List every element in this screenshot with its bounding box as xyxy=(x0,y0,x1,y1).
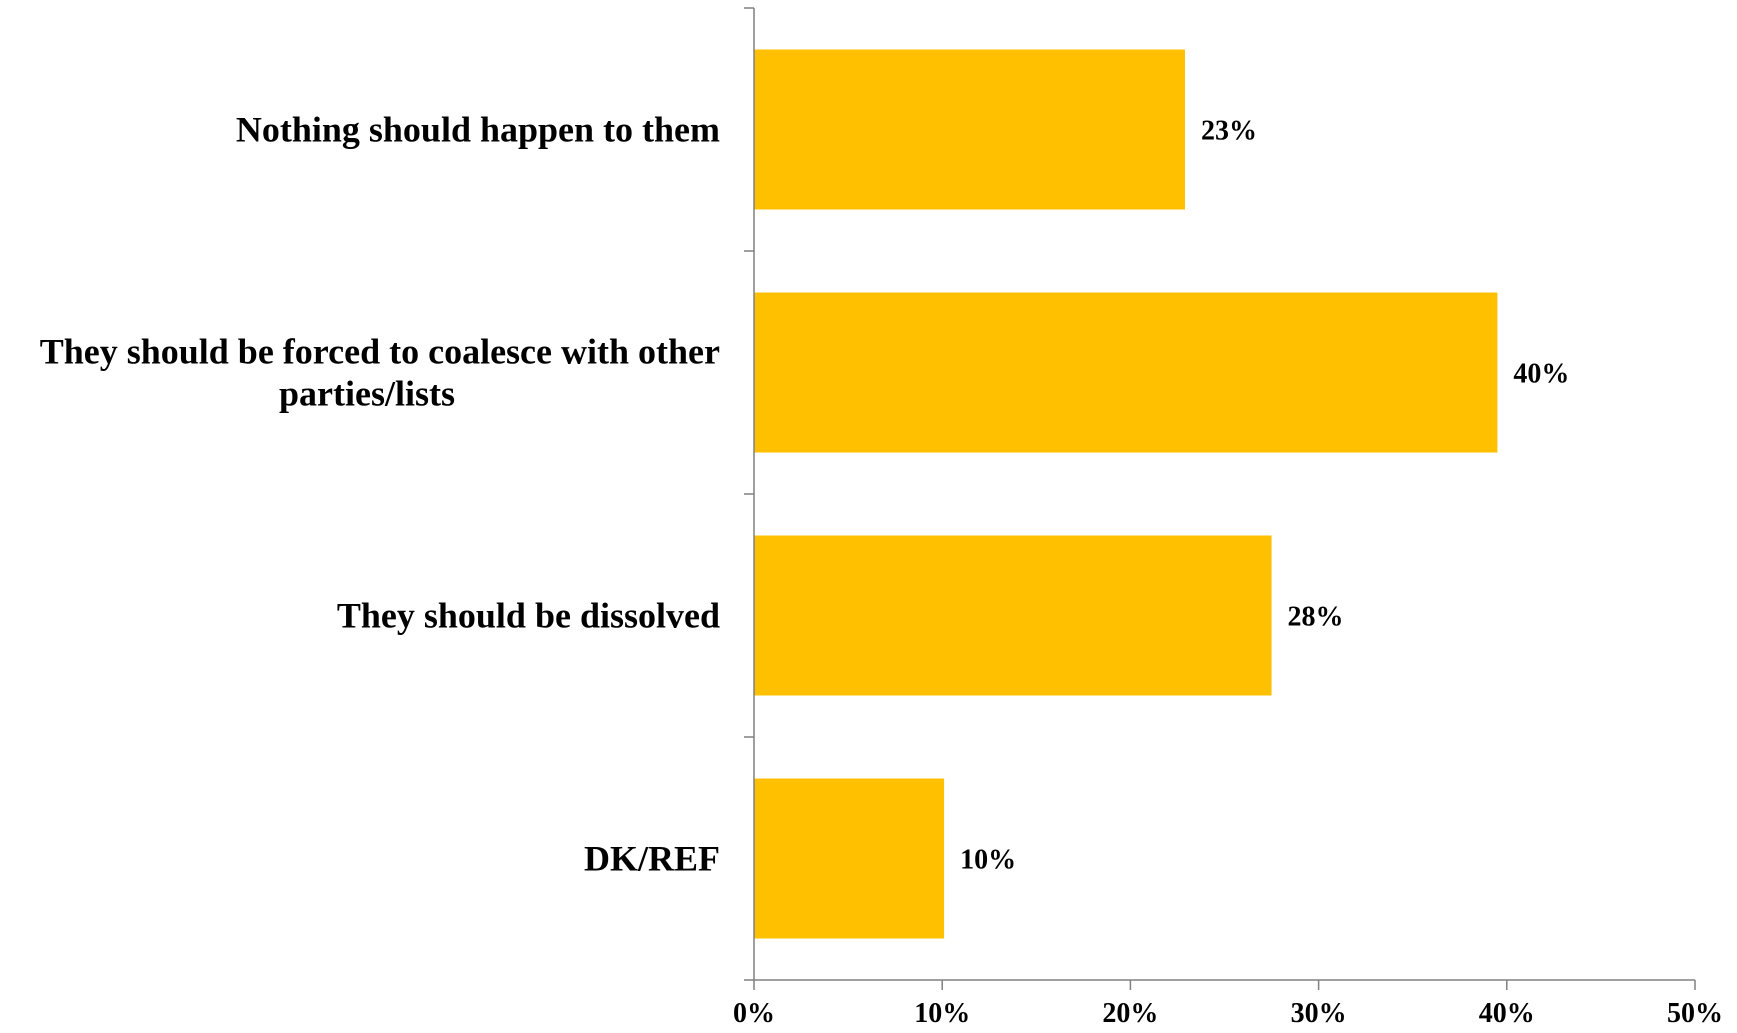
bar-0 xyxy=(754,49,1185,210)
category-label-3-line-0: DK/REF xyxy=(584,839,720,879)
category-label-0: Nothing should happen to them xyxy=(236,110,720,150)
bar-2 xyxy=(754,535,1272,696)
category-label-1-line-0: They should be forced to coalesce with o… xyxy=(40,332,720,372)
category-label-1: They should be forced to coalesce with o… xyxy=(40,332,720,414)
data-label-1: 40% xyxy=(1513,359,1569,390)
data-label-2: 28% xyxy=(1288,602,1344,633)
labels-layer: 23% Nothing should happen to them 40% They … xyxy=(40,110,1723,1030)
x-tick-label-0: 0% xyxy=(733,998,775,1028)
x-tick-label-4: 40% xyxy=(1479,998,1535,1028)
x-tick-label-2: 20% xyxy=(1102,998,1158,1028)
category-label-1-line-1: parties/lists xyxy=(279,374,455,414)
category-label-3: DK/REF xyxy=(584,839,720,879)
category-label-2: They should be dissolved xyxy=(337,596,720,636)
axes xyxy=(744,7,1696,990)
bar-1 xyxy=(754,292,1498,453)
bar-3 xyxy=(754,778,945,939)
category-label-2-line-0: They should be dissolved xyxy=(337,596,720,636)
data-label-3: 10% xyxy=(960,845,1016,876)
data-label-0: 23% xyxy=(1201,116,1257,147)
x-tick-label-5: 50% xyxy=(1667,998,1723,1028)
x-tick-label-1: 10% xyxy=(914,998,970,1028)
category-label-0-line-0: Nothing should happen to them xyxy=(236,110,720,150)
bars-layer xyxy=(754,49,1498,939)
x-tick-label-3: 30% xyxy=(1291,998,1347,1028)
